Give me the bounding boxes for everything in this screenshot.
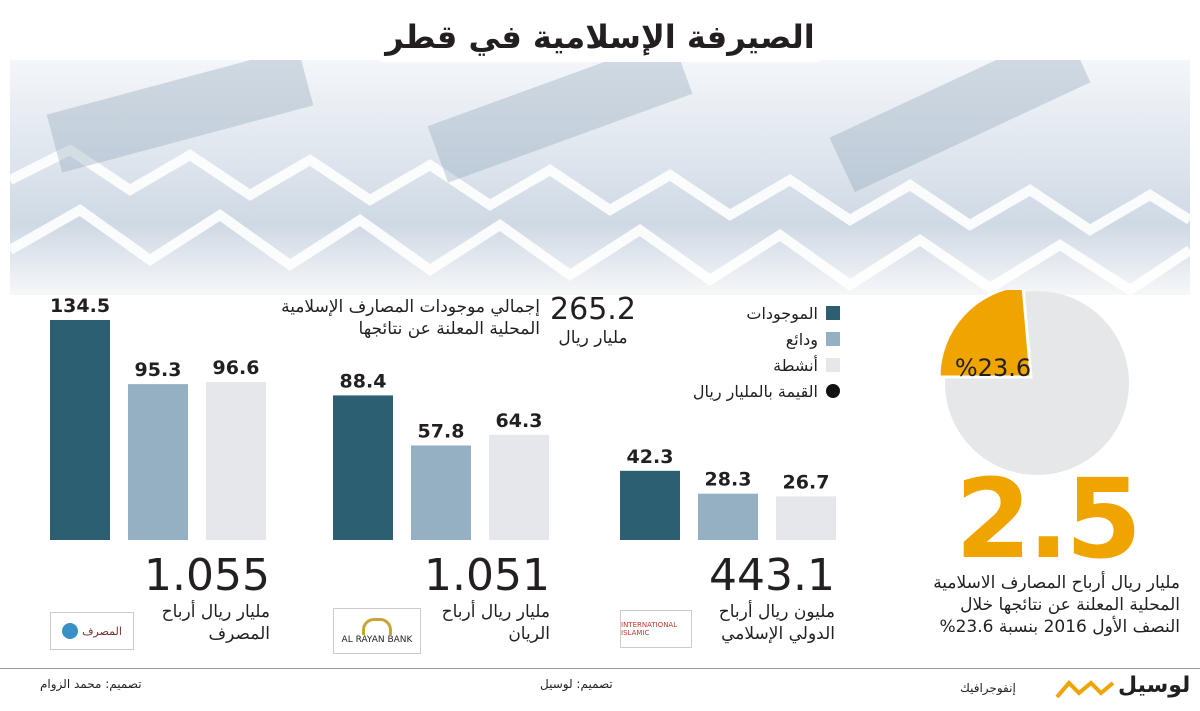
legend-dot bbox=[826, 384, 840, 398]
bank-profit-qib: 1.055 مليار ريال أرباح المصرف bbox=[100, 550, 270, 645]
pie-percent-label: %23.6 bbox=[954, 354, 1032, 382]
total-label-line1: إجمالي موجودات المصارف الإسلامية bbox=[281, 297, 540, 317]
bar-activities-2 bbox=[776, 496, 836, 540]
bar-deposits-2 bbox=[698, 493, 758, 540]
bank-profit-value: 443.1 bbox=[709, 550, 835, 601]
pie-slice-profit bbox=[937, 290, 1033, 379]
bank-profit-qiib: 443.1 مليون ريال أرباح الدولي الإسلامي bbox=[650, 550, 835, 645]
legend-label-activities: أنشطة bbox=[773, 355, 818, 375]
bank-profit-line1: مليون ريال أرباح bbox=[718, 602, 835, 622]
bank-profit-value: 1.055 bbox=[144, 550, 270, 601]
bar-chart: 134.5 95.3 96.6 88.4 57.8 64.3 42.3 28.3 26.7 bbox=[50, 295, 836, 540]
bar-value-label: 88.4 bbox=[340, 370, 387, 392]
pattern-overlay bbox=[10, 60, 1190, 295]
legend-item-activities: أنشطة bbox=[660, 352, 840, 378]
bar-value-label: 28.3 bbox=[705, 469, 752, 491]
bar-value-label: 64.3 bbox=[496, 410, 543, 432]
bank-profit-line1: مليار ريال أرباح bbox=[441, 602, 550, 622]
bank-profit-line2: الدولي الإسلامي bbox=[721, 624, 835, 644]
bar-deposits-0 bbox=[128, 384, 188, 540]
page-title: الصيرفة الإسلامية في قطر bbox=[385, 18, 815, 56]
bar-value-label: 96.6 bbox=[213, 357, 260, 379]
footer-brand: لوسيل bbox=[1118, 673, 1191, 698]
bar-value-label: 57.8 bbox=[418, 420, 465, 442]
bank-profit-line1: مليار ريال أرباح bbox=[161, 602, 270, 622]
total-label: إجمالي موجودات المصارف الإسلامية المحلية… bbox=[240, 296, 540, 340]
legend-item-value-note: القيمة بالمليار ريال bbox=[660, 378, 840, 404]
legend-swatch-deposits bbox=[826, 332, 840, 346]
legend-item-assets: الموجودات bbox=[660, 300, 840, 326]
profit-caption-line3: النصف الأول 2016 بنسبة 23.6% bbox=[939, 617, 1180, 637]
bank-profit-value: 1.051 bbox=[424, 550, 550, 601]
profit-summary-caption: مليار ريال أرباح المصارف الاسلامية المحل… bbox=[880, 572, 1180, 638]
bank-profit-alrayan: 1.051 مليار ريال أرباح الريان bbox=[380, 550, 550, 645]
legend-item-deposits: ودائع bbox=[660, 326, 840, 352]
bar-activities-1 bbox=[489, 434, 549, 540]
qib-logo-icon: المصرف bbox=[50, 612, 134, 650]
legend-label-value-note: القيمة بالمليار ريال bbox=[692, 381, 818, 401]
footer: تصميم: محمد الزوام تصميم: لوسيل إنفوجراف… bbox=[0, 668, 1200, 711]
total-value: 265.2 bbox=[550, 292, 636, 327]
bar-value-label: 134.5 bbox=[50, 295, 110, 317]
legend-label-deposits: ودائع bbox=[785, 329, 818, 349]
total-block: 265.2 مليار ريال bbox=[548, 292, 638, 349]
banknotes-background bbox=[10, 60, 1190, 295]
legend-swatch-assets bbox=[826, 306, 840, 320]
bar-value-label: 26.7 bbox=[783, 471, 830, 493]
profit-share-pie bbox=[937, 290, 1129, 475]
title-backdrop bbox=[380, 12, 820, 62]
bar-value-label: 95.3 bbox=[135, 359, 182, 381]
profit-caption-line1: مليار ريال أرباح المصارف الاسلامية bbox=[933, 573, 1180, 593]
bar-assets-0 bbox=[50, 320, 110, 540]
total-unit: مليار ريال bbox=[558, 328, 628, 348]
legend-label-assets: الموجودات bbox=[746, 303, 818, 323]
lusail-logo-icon bbox=[1055, 680, 1115, 699]
footer-designer-center: تصميم: لوسيل bbox=[540, 677, 613, 691]
profit-caption-line2: المحلية المعلنة عن نتائجها خلال bbox=[960, 595, 1180, 615]
bank-profit-line2: المصرف bbox=[208, 624, 270, 644]
bar-assets-1 bbox=[333, 395, 393, 540]
bar-assets-2 bbox=[620, 470, 680, 540]
footer-designer-left: تصميم: محمد الزوام bbox=[40, 677, 142, 691]
bar-deposits-1 bbox=[411, 445, 471, 540]
legend-swatch-activities bbox=[826, 358, 840, 372]
bar-value-label: 42.3 bbox=[627, 446, 674, 468]
alrayan-logo-icon: AL RAYAN BANK bbox=[333, 608, 421, 654]
legend: الموجودات ودائع أنشطة القيمة بالمليار ري… bbox=[660, 300, 840, 404]
total-label-line2: المحلية المعلنة عن نتائجها bbox=[358, 319, 540, 339]
bar-activities-0 bbox=[206, 381, 266, 540]
profit-big-value: 2.5 bbox=[955, 455, 1142, 583]
bank-profit-line2: الريان bbox=[508, 624, 550, 644]
footer-brand-sub: إنفوجرافيك bbox=[960, 681, 1016, 695]
qiib-logo-icon: INTERNATIONAL ISLAMIC bbox=[620, 610, 692, 648]
